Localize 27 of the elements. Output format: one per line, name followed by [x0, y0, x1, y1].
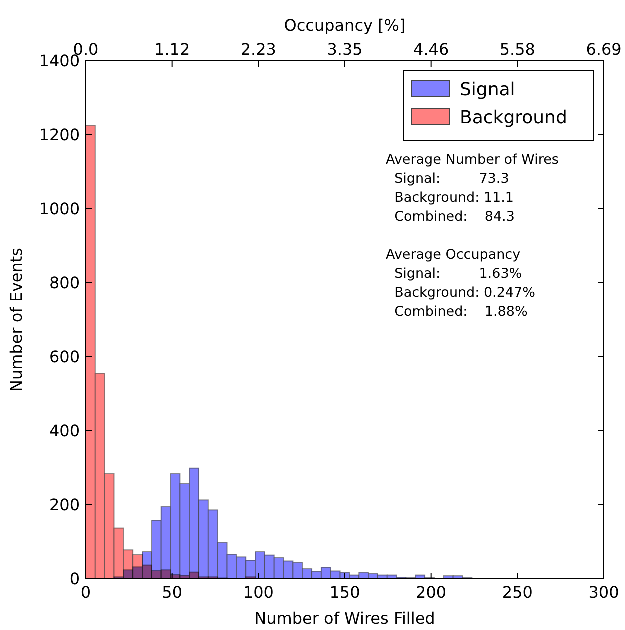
x-tick-label: 150 — [330, 583, 360, 602]
x-tick-label: 0 — [80, 583, 92, 602]
legend-label: Signal — [460, 79, 516, 100]
x-tick-label: 300 — [588, 583, 620, 602]
x-tick-label: 250 — [502, 583, 533, 602]
legend-label: Background — [460, 107, 568, 128]
annotation: Average Number of Wires Signal: 73.3 Background: 11.1 Combined: 84.3 — [386, 152, 559, 225]
y-tick-label: 800 — [49, 274, 80, 293]
x2-axis-title: Occupancy [%] — [284, 16, 406, 35]
x2-tick-label: 1.12 — [154, 40, 190, 59]
x2-tick-label: 5.58 — [500, 40, 536, 59]
x2-tick-label: 2.23 — [240, 40, 276, 59]
x2-tick-label: 3.35 — [327, 40, 363, 59]
y-tick-label: 1000 — [39, 200, 80, 219]
annotation: Average Occupancy Signal: 1.63% Background: 0.247% Combined: 1.88% — [386, 247, 536, 320]
x2-tick-label: 4.46 — [414, 40, 450, 59]
y-tick-label: 200 — [49, 496, 80, 515]
x2-tick-label: 6.69 — [586, 40, 622, 59]
y-axis-title: Number of Events — [7, 248, 26, 392]
x-tick-label: 100 — [243, 583, 274, 602]
y-tick-label: 400 — [49, 422, 80, 441]
y-tick-label: 1200 — [39, 126, 80, 145]
y-tick-label: 600 — [49, 348, 80, 367]
y-tick-label: 0 — [70, 570, 80, 589]
x-tick-label: 200 — [416, 583, 447, 602]
x-axis-title: Number of Wires Filled — [254, 609, 436, 628]
x-tick-label: 50 — [162, 583, 183, 602]
